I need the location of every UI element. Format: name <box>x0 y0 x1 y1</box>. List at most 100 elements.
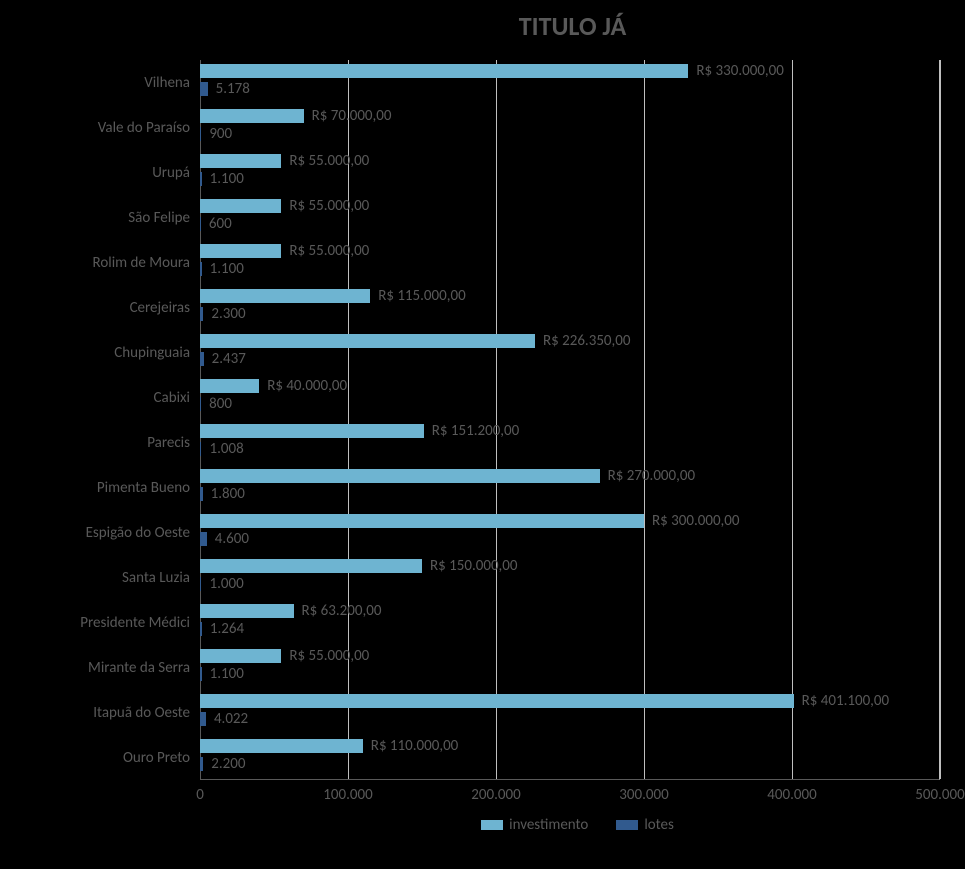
category-group: Presidente MédiciR$ 63.200,001.264 <box>200 600 939 645</box>
bar-lotes <box>200 307 203 321</box>
datalabel-investimento: R$ 55.000,00 <box>289 152 369 170</box>
bar-investimento <box>200 289 370 303</box>
category-label: Presidente Médici <box>20 614 200 632</box>
bar-lotes <box>200 757 203 771</box>
gridline <box>940 60 941 779</box>
category-group: Vale do ParaísoR$ 70.000,00900 <box>200 105 939 150</box>
bar-investimento <box>200 109 304 123</box>
bar-lotes <box>200 442 201 456</box>
bar-lotes <box>200 352 204 366</box>
bar-investimento <box>200 514 644 528</box>
bar-investimento <box>200 559 422 573</box>
datalabel-lotes: 1.008 <box>209 440 243 458</box>
datalabel-investimento: R$ 330.000,00 <box>696 62 784 80</box>
category-group: Ouro PretoR$ 110.000,002.200 <box>200 735 939 780</box>
category-group: Espigão do OesteR$ 300.000,004.600 <box>200 510 939 555</box>
datalabel-investimento: R$ 151.200,00 <box>432 422 520 440</box>
bar-investimento <box>200 469 600 483</box>
datalabel-lotes: 1.100 <box>210 665 244 683</box>
category-group: VilhenaR$ 330.000,005.178 <box>200 60 939 105</box>
datalabel-lotes: 2.200 <box>211 755 245 773</box>
category-group: ChupinguaiaR$ 226.350,002.437 <box>200 330 939 375</box>
category-group: ParecisR$ 151.200,001.008 <box>200 420 939 465</box>
datalabel-lotes: 1.100 <box>210 260 244 278</box>
x-tick-label: 200.000 <box>471 786 520 804</box>
bar-lotes <box>200 172 202 186</box>
category-label: Chupinguaia <box>20 344 200 362</box>
datalabel-investimento: R$ 55.000,00 <box>289 197 369 215</box>
bar-lotes <box>200 667 202 681</box>
category-label: Itapuã do Oeste <box>20 704 200 722</box>
category-label: São Felipe <box>20 209 200 227</box>
x-tick-label: 100.000 <box>323 786 372 804</box>
bar-lotes <box>200 82 208 96</box>
bar-lotes <box>200 532 207 546</box>
category-group: CabixiR$ 40.000,00800 <box>200 375 939 420</box>
datalabel-investimento: R$ 55.000,00 <box>289 647 369 665</box>
datalabel-lotes: 800 <box>209 395 232 413</box>
datalabel-lotes: 4.022 <box>214 710 248 728</box>
datalabel-investimento: R$ 270.000,00 <box>608 467 696 485</box>
x-tick-label: 500.000 <box>915 786 964 804</box>
category-label: Cabixi <box>20 389 200 407</box>
plot-area: VilhenaR$ 330.000,005.178Vale do Paraíso… <box>200 60 940 780</box>
category-group: UrupáR$ 55.000,001.100 <box>200 150 939 195</box>
category-label: Pimenta Bueno <box>20 479 200 497</box>
bar-lotes <box>200 487 203 501</box>
category-group: CerejeirasR$ 115.000,002.300 <box>200 285 939 330</box>
datalabel-investimento: R$ 55.000,00 <box>289 242 369 260</box>
datalabel-lotes: 900 <box>209 125 232 143</box>
datalabel-lotes: 5.178 <box>216 80 250 98</box>
datalabel-investimento: R$ 63.200,00 <box>302 602 382 620</box>
bar-investimento <box>200 739 363 753</box>
category-label: Cerejeiras <box>20 299 200 317</box>
category-group: Rolim de MouraR$ 55.000,001.100 <box>200 240 939 285</box>
datalabel-investimento: R$ 70.000,00 <box>312 107 392 125</box>
legend-swatch <box>616 820 638 830</box>
datalabel-investimento: R$ 401.100,00 <box>802 692 890 710</box>
category-label: Urupá <box>20 164 200 182</box>
bar-lotes <box>200 262 202 276</box>
bar-investimento <box>200 694 794 708</box>
bar-investimento <box>200 424 424 438</box>
datalabel-lotes: 1.264 <box>210 620 244 638</box>
x-tick-label: 0 <box>196 786 204 804</box>
bar-investimento <box>200 604 294 618</box>
datalabel-investimento: R$ 150.000,00 <box>430 557 518 575</box>
bar-lotes <box>200 622 202 636</box>
bar-investimento <box>200 649 281 663</box>
bar-lotes <box>200 712 206 726</box>
bar-lotes <box>200 397 201 411</box>
datalabel-lotes: 1.100 <box>210 170 244 188</box>
datalabel-lotes: 1.800 <box>211 485 245 503</box>
legend-label: investimento <box>509 816 588 834</box>
legend-item: investimento <box>481 816 588 834</box>
datalabel-investimento: R$ 40.000,00 <box>267 377 347 395</box>
category-label: Santa Luzia <box>20 569 200 587</box>
bar-investimento <box>200 64 688 78</box>
bar-lotes <box>200 217 201 231</box>
category-label: Espigão do Oeste <box>20 524 200 542</box>
category-group: Itapuã do OesteR$ 401.100,004.022 <box>200 690 939 735</box>
datalabel-investimento: R$ 110.000,00 <box>371 737 459 755</box>
bar-investimento <box>200 379 259 393</box>
category-label: Ouro Preto <box>20 749 200 767</box>
datalabel-lotes: 600 <box>209 215 232 233</box>
category-group: Pimenta BuenoR$ 270.000,001.800 <box>200 465 939 510</box>
datalabel-investimento: R$ 226.350,00 <box>543 332 631 350</box>
x-tick-label: 300.000 <box>619 786 668 804</box>
datalabel-lotes: 2.300 <box>211 305 245 323</box>
category-label: Vilhena <box>20 74 200 92</box>
x-tick-label: 400.000 <box>767 786 816 804</box>
x-axis: 0100.000200.000300.000400.000500.000 <box>200 780 940 810</box>
category-label: Mirante da Serra <box>20 659 200 677</box>
chart-container: TITULO JÁ VilhenaR$ 330.000,005.178Vale … <box>10 10 955 860</box>
bar-investimento <box>200 154 281 168</box>
bar-investimento <box>200 244 281 258</box>
datalabel-lotes: 1.000 <box>209 575 243 593</box>
legend-item: lotes <box>616 816 674 834</box>
bar-lotes <box>200 127 201 141</box>
datalabel-investimento: R$ 300.000,00 <box>652 512 740 530</box>
bar-investimento <box>200 334 535 348</box>
bar-lotes <box>200 577 201 591</box>
